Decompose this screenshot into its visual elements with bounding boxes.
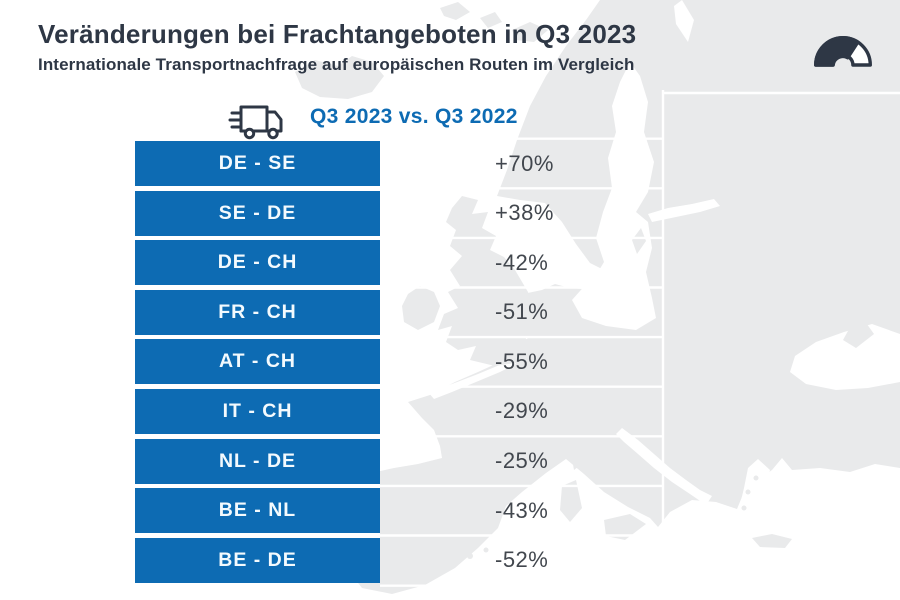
values-column: +70% +38% -42% -51% -55% -29% -25% -43% -52% xyxy=(495,141,554,583)
route-cell: BE - NL xyxy=(135,488,380,534)
change-value: -52% xyxy=(495,547,549,573)
change-value: -55% xyxy=(495,348,549,374)
route-cell: AT - CH xyxy=(135,339,380,385)
change-value: +38% xyxy=(495,200,554,226)
route-cell: DE - SE xyxy=(135,141,380,186)
change-value: +70% xyxy=(495,150,554,176)
comparison-label: Q3 2023 vs. Q3 2022 xyxy=(310,105,518,128)
route-cell: DE - CH xyxy=(135,240,380,286)
change-value: -51% xyxy=(495,299,549,325)
route-cell: SE - DE xyxy=(135,190,380,236)
route-cell: IT - CH xyxy=(135,388,380,434)
page-title: Veränderungen bei Frachtangeboten in Q3 … xyxy=(38,19,637,49)
change-value: -25% xyxy=(495,448,549,474)
route-cell: BE - DE xyxy=(135,537,380,583)
change-value: -29% xyxy=(495,398,549,424)
route-cell: FR - CH xyxy=(135,289,380,335)
change-value: -42% xyxy=(495,249,549,275)
routes-table: DE - SE SE - DE DE - CH FR - CH AT - CH IT - … xyxy=(135,141,380,583)
route-cell: NL - DE xyxy=(135,438,380,484)
truck-icon xyxy=(228,105,283,140)
page-subtitle: Internationale Transportnachfrage auf eu… xyxy=(38,54,635,74)
gauge-logo-icon xyxy=(814,36,872,67)
change-value: -43% xyxy=(495,497,549,523)
header: Veränderungen bei Frachtangeboten in Q3 … xyxy=(38,19,637,75)
